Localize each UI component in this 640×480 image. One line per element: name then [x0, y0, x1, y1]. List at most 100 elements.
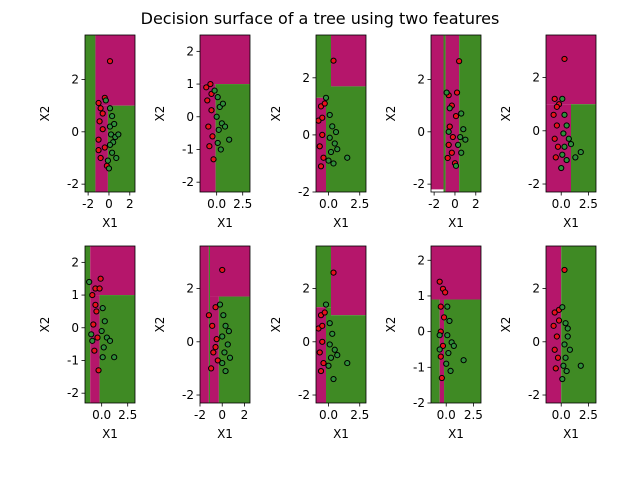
y-tick-label: 2 — [71, 72, 79, 86]
data-point-class-1 — [226, 354, 234, 361]
data-point-class-1 — [460, 126, 467, 133]
subplot-2: 0.0 2.5 -2 -1 0 1 2 X1 X2 — [153, 34, 252, 230]
y-tick-label: -2 — [413, 177, 425, 191]
plot-area — [431, 35, 481, 192]
data-point-class-1 — [344, 359, 351, 367]
data-point-class-1 — [222, 367, 229, 375]
y-tick-label: 1 — [417, 289, 425, 303]
decision-region — [95, 35, 135, 106]
decision-region — [316, 35, 331, 98]
data-point-class-0 — [205, 123, 212, 130]
y-tick-label: -2 — [67, 386, 79, 400]
data-point-class-0 — [551, 135, 558, 142]
data-point-class-0 — [550, 322, 557, 329]
x-tick-label: 0 — [218, 408, 226, 422]
data-point-class-0 — [203, 84, 210, 91]
x-axis-label: X1 — [563, 216, 579, 230]
x-axis-label: X1 — [102, 427, 118, 441]
axes-frame — [545, 34, 597, 193]
data-point-class-1 — [457, 133, 464, 141]
x-tick-label: 2.5 — [579, 197, 598, 211]
y-tick-label: 1 — [186, 77, 194, 91]
data-point-class-1 — [100, 344, 107, 351]
data-point-class-1 — [560, 362, 567, 369]
data-point-class-1 — [214, 94, 221, 101]
subplot-5: 0.0 2.5 -2 0 2 X1 X2 — [499, 34, 598, 230]
decision-region — [331, 35, 366, 87]
axes-frame — [315, 245, 367, 404]
y-tick-label: 0 — [532, 335, 540, 349]
data-point-class-0 — [553, 122, 560, 129]
data-point-class-1 — [111, 354, 118, 361]
data-point-class-1 — [325, 362, 332, 369]
data-point-class-1 — [220, 312, 227, 319]
data-point-class-0 — [321, 309, 328, 316]
axes-frame — [84, 245, 136, 404]
data-point-class-0 — [214, 357, 221, 364]
data-point-class-1 — [446, 105, 453, 112]
data-point-class-0 — [449, 133, 456, 141]
y-tick-label: 0 — [302, 128, 310, 142]
data-point-class-1 — [560, 130, 567, 137]
data-point-class-1 — [458, 110, 465, 117]
y-tick-label: -2 — [298, 388, 310, 402]
data-point-class-0 — [95, 367, 102, 374]
data-point-class-1 — [564, 325, 571, 332]
y-axis-label: X2 — [499, 317, 513, 333]
subplot-7: -2 0 2 -2 0 2 X1 X2 — [153, 245, 251, 441]
data-point-class-1 — [562, 320, 569, 327]
subplot-8: 0.0 2.5 -2 0 2 X1 X2 — [269, 245, 369, 441]
plot-area — [546, 246, 596, 403]
y-tick-label: 2 — [71, 255, 79, 269]
data-point-class-1 — [224, 341, 231, 348]
data-point-class-1 — [565, 135, 572, 142]
x-tick-label: 0.0 — [319, 408, 338, 422]
data-point-class-0 — [316, 349, 323, 356]
data-point-class-1 — [445, 349, 452, 357]
x-axis-label: X1 — [333, 427, 349, 441]
data-point-class-1 — [462, 136, 469, 143]
x-tick-label: 2 — [472, 197, 480, 211]
x-tick-label: 2.5 — [118, 408, 137, 422]
y-tick-label: 2 — [417, 72, 425, 86]
data-point-class-0 — [561, 55, 568, 63]
data-point-class-1 — [88, 331, 95, 338]
data-point-class-0 — [554, 354, 562, 361]
data-point-class-0 — [97, 105, 104, 112]
data-point-class-1 — [561, 143, 568, 150]
data-point-class-1 — [562, 354, 569, 361]
data-point-class-1 — [444, 303, 451, 310]
y-tick-label: 0 — [532, 124, 540, 138]
data-point-class-0 — [210, 349, 217, 356]
data-point-class-0 — [97, 154, 104, 162]
data-point-class-0 — [330, 269, 337, 276]
decision-region — [200, 35, 250, 85]
data-point-class-1 — [444, 332, 451, 339]
plot-area — [431, 246, 481, 403]
data-point-class-0 — [552, 365, 559, 372]
data-point-class-0 — [553, 103, 560, 110]
data-point-class-0 — [210, 156, 217, 163]
y-tick-label: -2 — [528, 388, 540, 402]
data-point-class-1 — [106, 141, 114, 148]
data-point-class-0 — [95, 136, 102, 143]
data-point-class-1 — [334, 146, 341, 153]
data-point-class-1 — [443, 89, 450, 96]
data-point-class-1 — [332, 128, 340, 136]
data-point-class-1 — [329, 123, 336, 130]
data-point-class-1 — [561, 111, 568, 118]
x-tick-label: 0.0 — [319, 197, 338, 211]
data-point-class-1 — [445, 128, 452, 135]
data-point-class-1 — [326, 341, 333, 348]
subplot-10: 0.0 2.5 -2 0 2 X1 X2 — [499, 245, 598, 441]
data-point-class-0 — [96, 285, 103, 292]
decision-region — [326, 86, 366, 192]
data-point-class-0 — [212, 344, 219, 351]
y-axis-label: X2 — [269, 317, 283, 333]
data-point-class-1 — [226, 136, 233, 143]
decision-region — [546, 35, 596, 105]
data-point-class-0 — [209, 322, 216, 329]
data-point-class-0 — [320, 359, 327, 367]
data-point-class-0 — [330, 57, 337, 64]
